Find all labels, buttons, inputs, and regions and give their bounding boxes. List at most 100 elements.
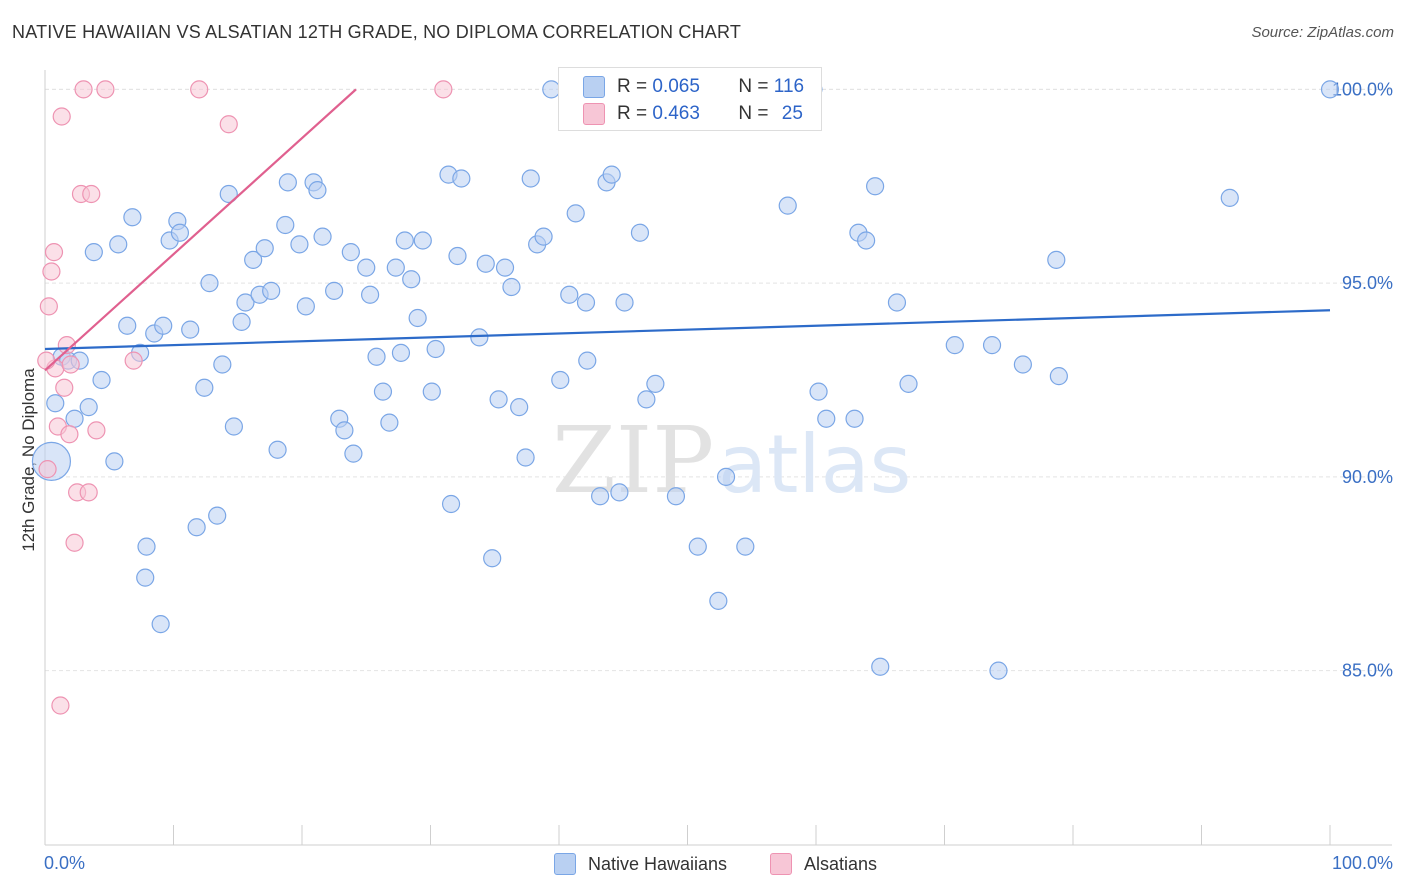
native-hawaiian-point: [1047, 250, 1066, 269]
native-hawaiian-point: [448, 246, 467, 266]
alsatian-point: [79, 483, 98, 502]
bottom-legend-label-blue: Native Hawaiians: [588, 853, 728, 874]
native-hawaiian-point: [534, 227, 553, 246]
native-hawaiian-point: [510, 398, 529, 417]
legend-swatch-pink: [583, 103, 605, 125]
chart-title: NATIVE HAWAIIAN VS ALSATIAN 12TH GRADE, …: [12, 22, 742, 42]
native-hawaiian-point: [380, 413, 399, 432]
native-hawaiian-point: [92, 370, 111, 390]
native-hawaiian-point: [278, 173, 297, 192]
bottom-legend-native-hawaiians: Native Hawaiians: [554, 851, 727, 877]
native-hawaiian-point: [46, 394, 65, 413]
watermark: ZIP atlas: [552, 407, 911, 514]
alsatian-point: [55, 378, 74, 397]
legend-r-value-pink: 0.463: [652, 103, 700, 124]
alsatian-point: [44, 243, 64, 262]
native-hawaiian-point: [200, 274, 219, 293]
alsatian-point: [65, 533, 84, 552]
native-hawaiian-point: [244, 250, 263, 269]
alsatian-point: [61, 355, 80, 374]
native-hawaiian-point: [84, 243, 103, 262]
native-hawaiian-point: [79, 398, 98, 417]
native-hawaiian-point: [136, 568, 155, 587]
native-hawaiian-point: [866, 177, 885, 196]
y-tick-label: 95.0%: [1342, 273, 1393, 293]
alsatian-point: [219, 115, 238, 134]
native-hawaiian-point: [871, 657, 890, 676]
stats-legend: R = 0.065 N = 116 R = 0.463 N = 25: [558, 67, 822, 131]
native-hawaiian-point: [591, 487, 610, 506]
native-hawaiian-point: [195, 378, 214, 397]
watermark-atlas: atlas: [718, 418, 911, 511]
legend-swatch-blue: [583, 76, 605, 98]
alsatians-trend-line: [44, 88, 357, 372]
native-hawaiian-point: [809, 382, 828, 401]
native-hawaiian-point: [290, 235, 309, 254]
alsatian-point: [42, 262, 61, 281]
native-hawaiian-point: [817, 409, 836, 428]
native-hawaiian-point: [325, 281, 344, 300]
native-hawaiian-point: [137, 537, 156, 556]
alsatian-point: [52, 107, 71, 126]
bottom-legend-label-pink: Alsatians: [804, 853, 878, 874]
legend-row-alsatians: R = 0.463 N = 25: [583, 102, 803, 126]
native-hawaiian-point: [219, 184, 238, 204]
alsatian-point: [82, 184, 101, 204]
native-hawaiian-point: [637, 390, 656, 409]
native-hawaiian-point: [566, 204, 585, 223]
native-hawaiian-point: [335, 421, 354, 440]
y-tick-label: 90.0%: [1342, 467, 1393, 487]
legend-r-label: R =: [617, 103, 648, 124]
alsatian-point: [190, 80, 209, 99]
alsatian-point: [434, 80, 453, 99]
native-hawaiian-point: [361, 285, 380, 304]
native-hawaiian-point: [123, 208, 142, 227]
bottom-legend-swatch-pink: [770, 853, 792, 875]
x-tick-label: 0.0%: [44, 853, 85, 873]
legend-n-label: N =: [738, 76, 769, 97]
native-hawaiian-point: [213, 355, 232, 374]
native-hawaiian-point: [736, 537, 755, 556]
native-hawaiian-point: [386, 258, 405, 277]
alsatian-point: [96, 80, 115, 99]
native-hawaiian-point: [426, 339, 445, 359]
native-hawaiian-point: [232, 312, 251, 331]
alsatians-points: [37, 80, 453, 715]
y-axis-label: 12th Grade, No Diploma: [19, 368, 38, 552]
native-hawaiian-point: [344, 444, 363, 463]
native-hawaiian-point: [615, 293, 634, 312]
native-hawaiian-point: [308, 181, 327, 200]
alsatian-point: [39, 297, 58, 316]
native-hawaiian-point: [989, 661, 1008, 680]
native-hawaiian-point: [208, 506, 227, 525]
alsatian-point: [38, 460, 57, 479]
native-hawaiian-point: [982, 336, 1002, 355]
native-hawaiians-trend-line: [44, 309, 1331, 351]
native-hawaiian-point: [857, 231, 876, 250]
native-hawaiian-point: [357, 258, 376, 277]
legend-n-label: N =: [738, 103, 769, 124]
native-hawaiian-point: [1320, 80, 1340, 99]
native-hawaiian-point: [373, 382, 393, 401]
native-hawaiian-point: [502, 277, 521, 297]
native-hawaiian-point: [560, 285, 579, 304]
native-hawaiian-point: [646, 374, 665, 393]
source-label: Source: ZipAtlas.com: [1251, 24, 1394, 41]
native-hawaiian-point: [255, 239, 274, 258]
native-hawaiian-point: [551, 370, 570, 390]
tick-labels: 85.0% 90.0% 95.0% 100.0% 0.0% 100.0%: [44, 79, 1393, 873]
native-hawaiian-point: [576, 293, 596, 312]
native-hawaiian-point: [187, 518, 206, 537]
y-tick-label: 100.0%: [1332, 79, 1393, 99]
native-hawaiian-point: [470, 328, 489, 347]
native-hawaiian-point: [945, 336, 964, 355]
alsatian-point: [87, 421, 106, 440]
y-tick-label: 85.0%: [1342, 661, 1393, 681]
native-hawaiian-point: [688, 537, 707, 556]
alsatian-point: [74, 80, 93, 99]
native-hawaiian-point: [1013, 355, 1032, 374]
bottom-legend-alsatians: Alsatians: [770, 851, 877, 877]
legend-row-native-hawaiians: R = 0.065 N = 116: [583, 75, 804, 99]
native-hawaiian-point: [170, 223, 190, 242]
native-hawaiian-point: [716, 467, 736, 486]
